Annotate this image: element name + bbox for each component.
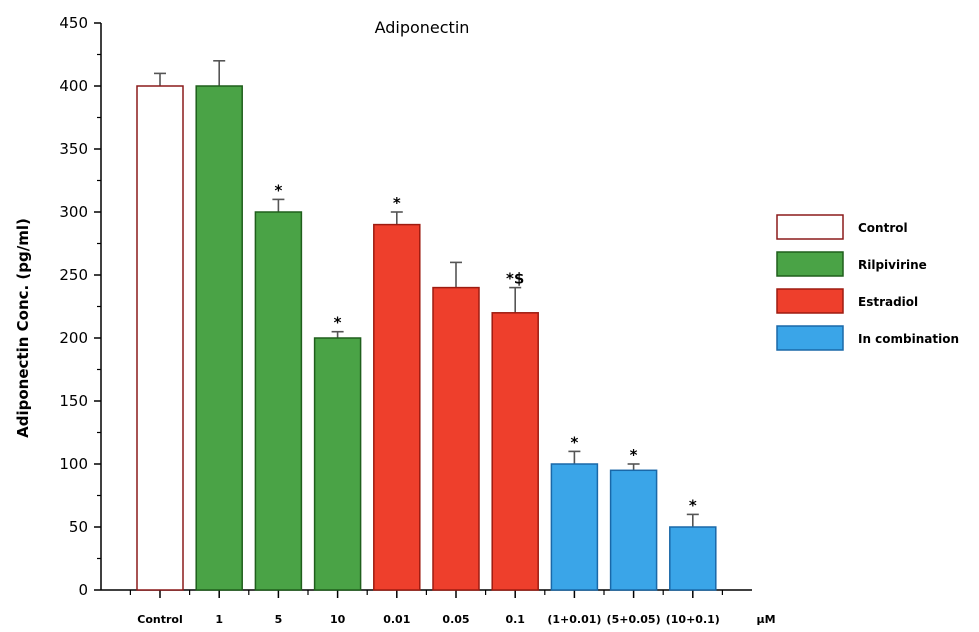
legend-swatch <box>776 325 844 351</box>
x-tick-label: Control <box>137 613 182 626</box>
bar <box>136 85 184 591</box>
y-tick-label: 0 <box>78 581 88 599</box>
y-tick-label: 250 <box>59 266 88 284</box>
y-tick-label: 200 <box>59 329 88 347</box>
x-tick-label: 0.1 <box>505 613 525 626</box>
legend-swatch <box>776 251 844 277</box>
legend-label: Rilpivirine <box>858 258 927 272</box>
significance-label: * <box>570 433 578 451</box>
y-tick-label: 350 <box>59 140 88 158</box>
x-tick-label: 5 <box>275 613 283 626</box>
y-tick-label: 150 <box>59 392 88 410</box>
legend-swatch <box>776 288 844 314</box>
axes: 0 50 100 150 200 250 300 350 400 450 Control 1 5 10 0.… <box>59 14 775 626</box>
y-tick-label: 100 <box>59 455 88 473</box>
x-tick-label: (10+0.1) <box>666 613 720 626</box>
bar <box>313 337 362 591</box>
y-axis-label: Adiponectin Conc. (pg/ml) <box>14 218 32 438</box>
y-tick-label: 450 <box>59 14 88 32</box>
significance-label: * <box>689 496 697 514</box>
legend-label: Control <box>858 221 908 235</box>
significance-label: * <box>393 194 401 212</box>
significance-label: *$ <box>506 270 524 288</box>
bar <box>432 286 480 591</box>
x-tick-label: 10 <box>330 613 346 626</box>
x-tick-label: 0.01 <box>383 613 410 626</box>
bar <box>609 469 658 591</box>
bar <box>373 223 421 591</box>
legend: Control Rilpivirine Estradiol In combinatio… <box>776 214 959 351</box>
y-tick-label: 400 <box>59 77 88 95</box>
bar <box>254 211 303 591</box>
legend-swatch <box>776 214 844 240</box>
significance-label: * <box>274 181 282 199</box>
legend-label: In combination <box>858 332 959 346</box>
bar <box>550 463 599 591</box>
x-tick-label: 0.05 <box>442 613 469 626</box>
legend-label: Estradiol <box>858 295 918 309</box>
x-tick-label: (1+0.01) <box>547 613 601 626</box>
bars: * * * *$ * * * <box>136 59 717 591</box>
significance-label: * <box>334 314 342 332</box>
x-tick-label: 1 <box>215 613 223 626</box>
y-tick-label: 50 <box>69 518 88 536</box>
bar <box>669 526 717 591</box>
bar <box>491 312 539 591</box>
chart-title: Adiponectin <box>375 18 470 37</box>
x-unit-label: μM <box>756 613 775 626</box>
x-tick-label: (5+0.05) <box>607 613 661 626</box>
significance-label: * <box>630 446 638 464</box>
y-tick-label: 300 <box>59 203 88 221</box>
bar <box>195 85 243 591</box>
